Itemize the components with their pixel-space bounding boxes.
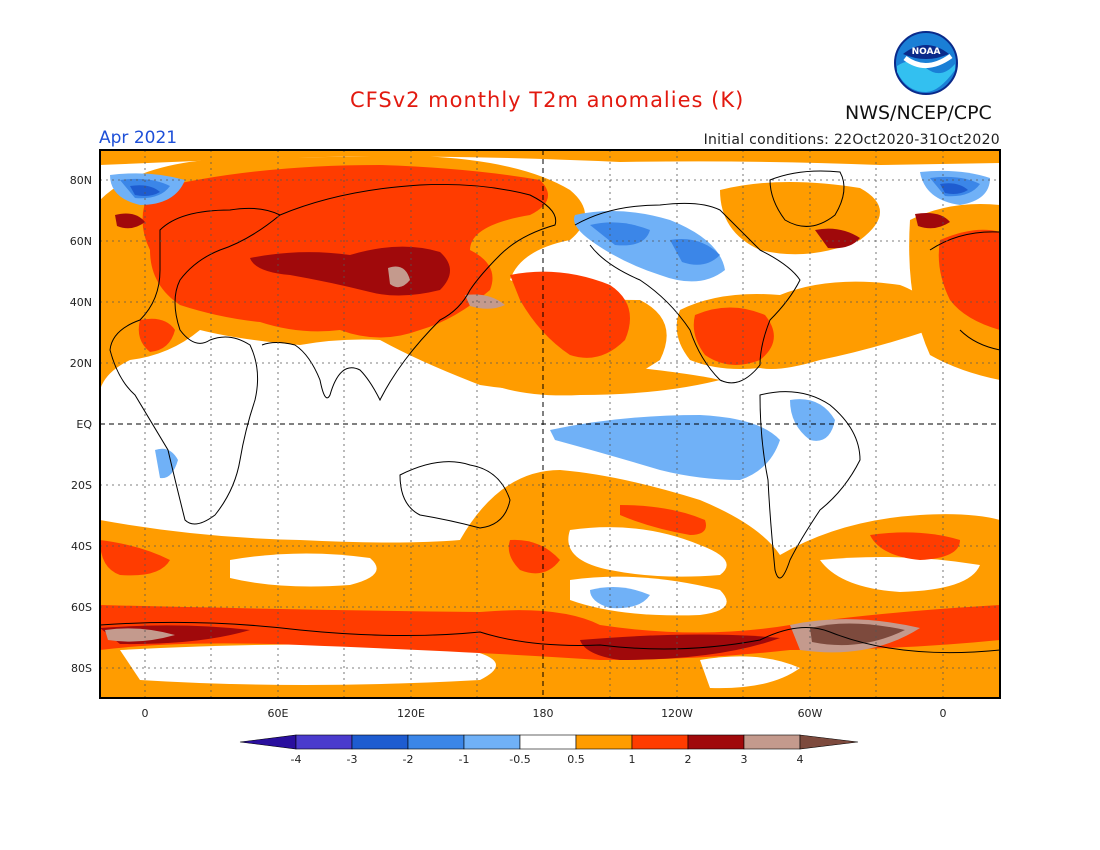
anomaly-hot-s-indian (100, 540, 170, 576)
anomaly-cold-barents (130, 185, 160, 196)
anomaly-neutral-indian (230, 553, 377, 587)
lat-label: 20S (71, 479, 92, 492)
lon-label: 60E (268, 707, 289, 720)
anomaly-cool-s-america (790, 399, 835, 441)
lat-label: 60N (70, 235, 92, 248)
legend-label: -1 (459, 753, 470, 766)
lat-label: 80N (70, 174, 92, 187)
legend-label: 1 (629, 753, 636, 766)
anomaly-hot-europe-east (938, 229, 1000, 330)
anomaly-neutral-antarctic-interior (120, 644, 496, 685)
anomaly-neutral-spac (568, 527, 727, 577)
noaa-logo-text: NOAA (912, 47, 941, 57)
anomaly-cold-greenland (940, 183, 968, 194)
anomaly-cooler-alaska (590, 222, 650, 246)
legend-label: 2 (685, 753, 692, 766)
anomaly-veryhot-europe-west (115, 213, 145, 229)
anomaly-cool-tropical-pac (550, 415, 780, 480)
lat-label: 40S (71, 540, 92, 553)
lat-label: 60S (71, 601, 92, 614)
legend-arrow-left (239, 734, 297, 750)
legend-swatch (351, 734, 409, 750)
anomaly-cool-se-pac (590, 586, 650, 609)
coast-europe-africa (109, 207, 281, 525)
anomaly-hot-nw-pac (510, 271, 630, 358)
anomaly-veryhot-scand (915, 213, 950, 229)
anomaly-veryhot-antarctic (580, 634, 780, 660)
legend-swatch (295, 734, 353, 750)
forecast-period: Apr 2021 (99, 128, 178, 148)
anomaly-hot-usa (693, 307, 774, 365)
legend-label: 4 (797, 753, 804, 766)
anomaly-hot-tasman (508, 539, 560, 574)
anomaly-warm-npac-band (480, 365, 720, 396)
coastlines (100, 170, 1000, 654)
legend-swatch (575, 734, 633, 750)
legend-label: -0.5 (509, 753, 530, 766)
lat-label: 40N (70, 296, 92, 309)
anomaly-hot-spac-streak (620, 505, 706, 535)
legend-swatch (687, 734, 745, 750)
lon-label: 60W (798, 707, 823, 720)
lon-label: 180 (533, 707, 554, 720)
lon-label: 0 (142, 707, 149, 720)
lon-label: 120E (397, 707, 425, 720)
legend-swatch (519, 734, 577, 750)
anomaly-hot-southern-band (100, 605, 1000, 660)
lon-label: 0 (940, 707, 947, 720)
coast-antarctica (100, 621, 1000, 654)
map-frame (99, 149, 1001, 699)
coast-samerica (759, 391, 861, 579)
organization-label: NWS/NCEP/CPC (845, 102, 992, 124)
anomaly-hot-africa-north (138, 318, 175, 352)
legend-swatch (407, 734, 465, 750)
grid-lines (100, 150, 1000, 698)
anomaly-max-antarctic (810, 623, 905, 646)
anomaly-cool-africa (155, 448, 178, 479)
anomaly-cooler-nam (670, 239, 720, 265)
anomaly-veryhot-ne-atl (815, 228, 860, 249)
legend-label: 0.5 (567, 753, 585, 766)
lat-label: 20N (70, 357, 92, 370)
coast-europe-east (929, 231, 1000, 351)
anomaly-hot-s-atl (870, 532, 960, 560)
legend-label: -2 (403, 753, 414, 766)
lat-label: 80S (71, 662, 92, 675)
lon-label: 120W (661, 707, 693, 720)
legend-label: -4 (291, 753, 302, 766)
legend-label: -3 (347, 753, 358, 766)
legend-label: 3 (741, 753, 748, 766)
lat-label: EQ (76, 418, 92, 431)
anomaly-warm-northpole (100, 150, 1000, 165)
legend-swatch (463, 734, 521, 750)
coast-australia (399, 461, 511, 529)
coast-greenland (769, 170, 845, 227)
coast-namerica (574, 202, 801, 384)
anomaly-neutral-ross (700, 656, 800, 689)
lon-axis: 0 60E 120E 180 120W 60W 0 (142, 707, 947, 720)
legend-labels: -4 -3 -2 -1 -0.5 0.5 1 2 3 4 (291, 753, 804, 766)
anomaly-extreme-siberia (388, 266, 410, 288)
lat-axis: 80N 60N 40N 20N EQ 20S 40S 60S 80S (70, 174, 93, 675)
initial-conditions: Initial conditions: 22Oct2020-31Oct2020 (703, 132, 1000, 148)
map-title: CFSv2 monthly T2m anomalies (K) (350, 88, 745, 112)
legend-swatch (631, 734, 689, 750)
anomaly-neutral-satl (820, 556, 980, 592)
noaa-logo-icon: NOAA (894, 31, 958, 95)
anomaly-extreme-antarctic-west (105, 628, 175, 642)
coast-asia (261, 183, 557, 402)
legend-swatch (743, 734, 801, 750)
legend-arrow-right (799, 734, 859, 750)
